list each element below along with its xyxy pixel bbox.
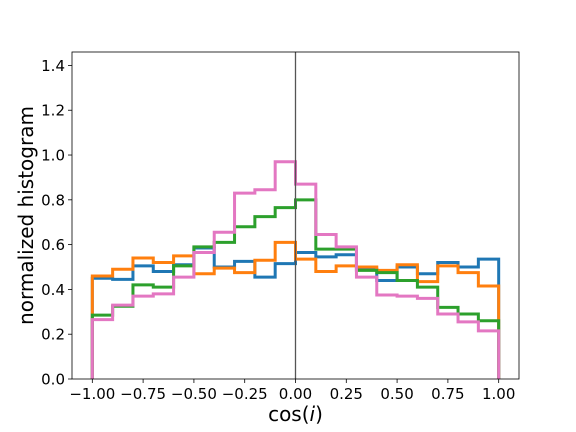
x-axis-ticks: −1.00 −0.75 −0.50 −0.25 0.00 0.25 0.50 0.75 1.00 (69, 379, 515, 403)
x-tick-label: −0.50 (171, 385, 217, 403)
x-tick-label: −0.75 (120, 385, 166, 403)
x-tick-label: 0.00 (279, 385, 312, 403)
y-tick-label: 1.2 (41, 102, 65, 120)
x-axis-label-prefix: cos( (268, 402, 309, 426)
x-axis-label-suffix: ) (315, 402, 323, 426)
x-axis-label: cos(i) (268, 402, 323, 426)
y-tick-label: 0.6 (41, 236, 65, 254)
x-tick-label: −0.25 (222, 385, 268, 403)
x-tick-label: 0.25 (330, 385, 363, 403)
y-axis-ticks: 0.0 0.2 0.4 0.6 0.8 1.0 1.2 1.4 (41, 57, 72, 389)
x-axis-label-variable: i (310, 402, 316, 426)
y-tick-label: 1.4 (41, 57, 65, 75)
y-tick-label: 1.0 (41, 147, 65, 165)
y-tick-label: 0.8 (41, 191, 65, 209)
x-tick-label: −1.00 (69, 385, 115, 403)
x-tick-label: 0.75 (431, 385, 464, 403)
y-tick-label: 0.4 (41, 281, 65, 299)
x-tick-label: 1.00 (482, 385, 515, 403)
y-axis-label: normalized histogram (14, 106, 38, 325)
y-tick-label: 0.0 (41, 371, 65, 389)
y-tick-label: 0.2 (41, 326, 65, 344)
x-tick-label: 0.50 (380, 385, 413, 403)
